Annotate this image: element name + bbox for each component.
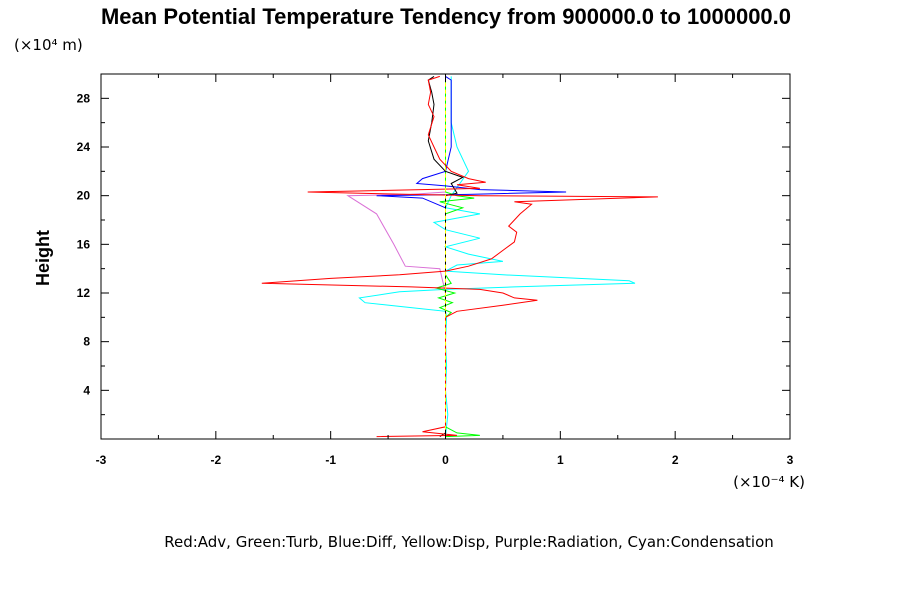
- x-tick-label: 1: [557, 453, 564, 467]
- x-tick-label: -1: [325, 453, 336, 467]
- y-tick-label: 4: [83, 383, 90, 397]
- x-tick-label: 3: [787, 453, 794, 467]
- y-tick-label: 20: [77, 189, 91, 203]
- legend: Red:Adv, Green:Turb, Blue:Diff, Yellow:D…: [164, 533, 774, 551]
- series-line-3: [376, 75, 567, 437]
- y-tick-label: 16: [77, 237, 91, 251]
- x-tick-label: 0: [442, 453, 449, 467]
- y-tick-label: 24: [77, 140, 91, 154]
- x-axis-ticks: -3 -2 -1 0 1 2 3: [96, 74, 794, 467]
- chart-title: Mean Potential Temperature Tendency from…: [101, 4, 791, 29]
- series-line-2: [434, 76, 480, 438]
- y-axis-ticks: 4 8 12 16 20 24 28: [77, 91, 790, 416]
- x-tick-label: -2: [210, 453, 221, 467]
- x-unit-label: (×10⁻⁴ K): [733, 473, 805, 491]
- series-line-0: [346, 76, 446, 437]
- plot-lines: [261, 75, 658, 438]
- y-tick-label: 8: [83, 335, 90, 349]
- x-tick-label: 2: [672, 453, 679, 467]
- series-line-5: [261, 75, 658, 438]
- y-unit-label: (×10⁴ m): [14, 36, 83, 54]
- y-tick-label: 28: [77, 91, 91, 105]
- x-tick-label: -3: [96, 453, 107, 467]
- y-tick-label: 12: [77, 286, 91, 300]
- y-axis-label: Height: [33, 230, 53, 286]
